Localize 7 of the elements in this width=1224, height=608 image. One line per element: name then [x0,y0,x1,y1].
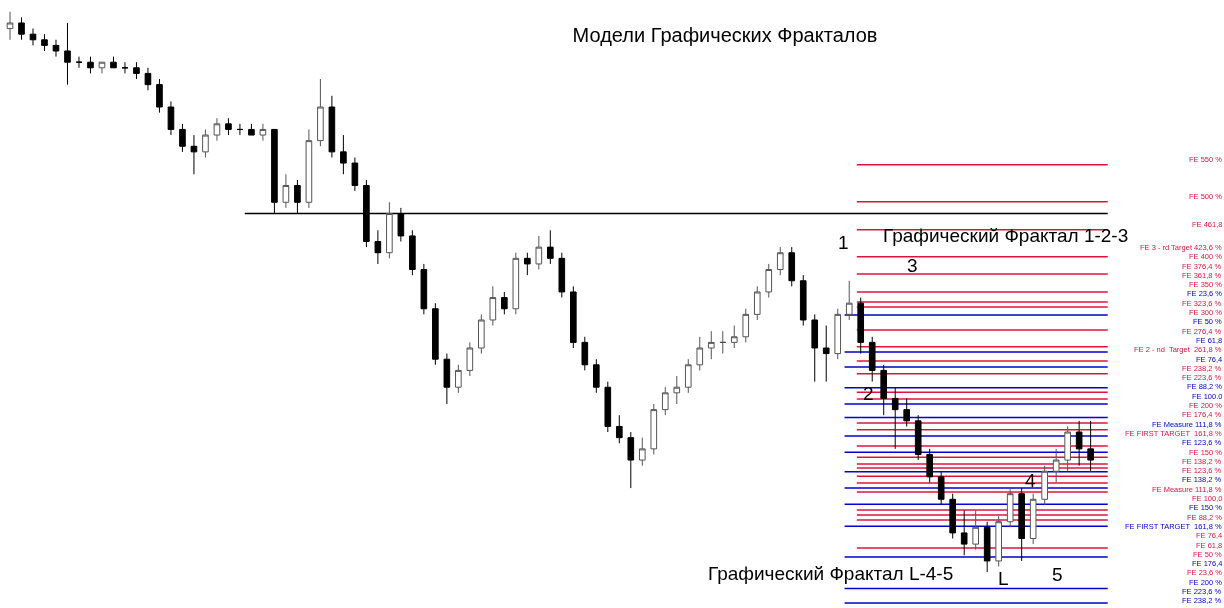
annotation: Графический Фрактал L-4-5 [708,563,954,584]
text: Модели Графических Фракталов [572,24,878,46]
annotation: Графический Фрактал 1-2-3 [883,225,1129,246]
annotation: 5 [1052,564,1063,585]
annotation: 3 [907,255,918,276]
annotation: 1 [838,232,849,253]
annotation: L [998,568,1009,589]
